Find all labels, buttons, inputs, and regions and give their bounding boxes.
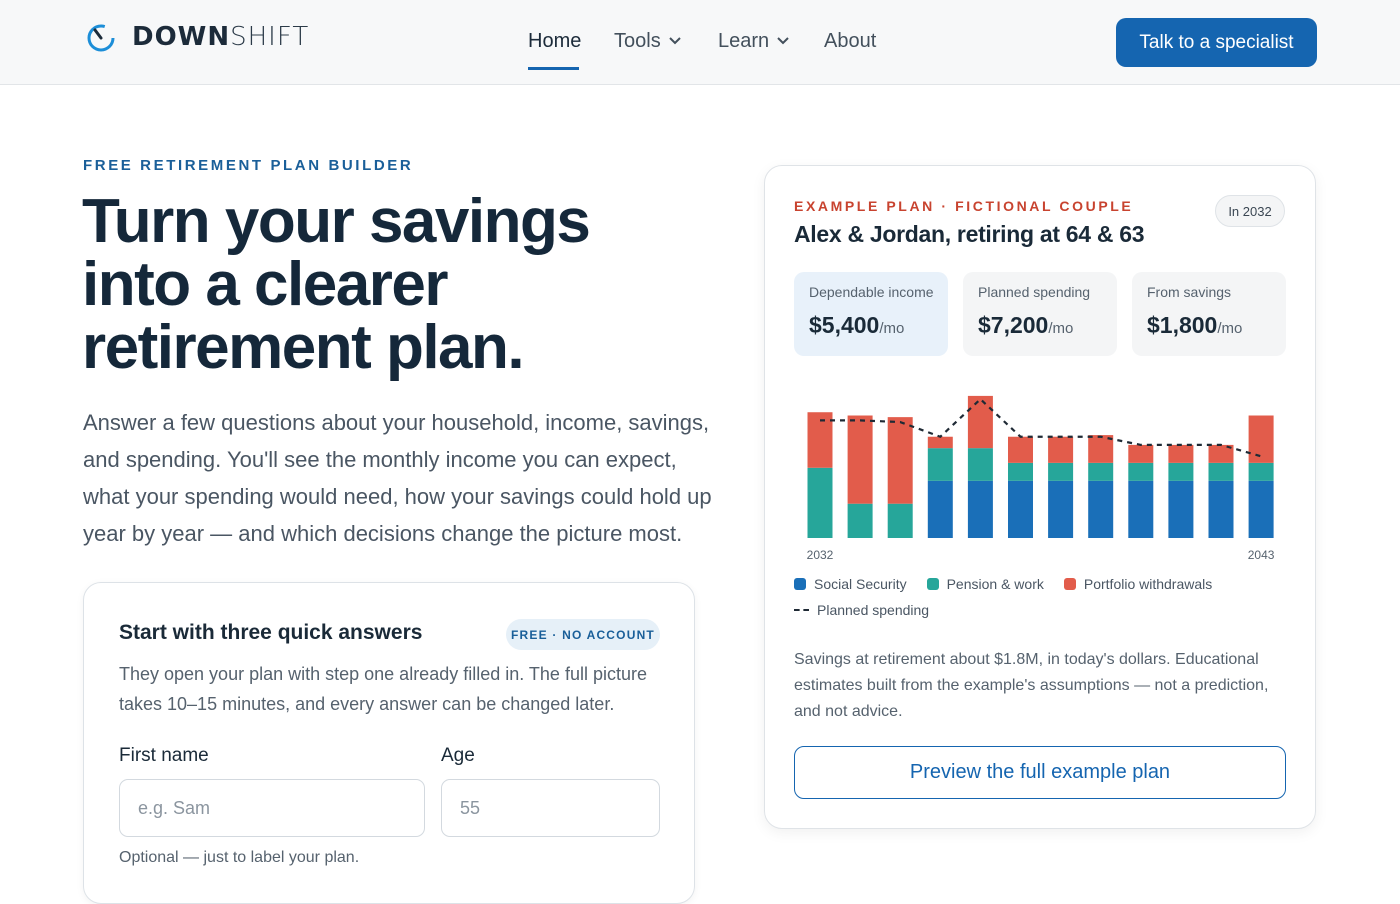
- legend-swatch: [1063, 578, 1076, 590]
- stat-amount: $1,800: [1147, 312, 1218, 338]
- hero-body: Answer a few questions about your househ…: [83, 410, 712, 546]
- first-name-input[interactable]: e.g. Sam: [119, 779, 425, 837]
- bar-segment: [967, 448, 993, 481]
- chart: 2032 2043: [807, 395, 1275, 562]
- age-input[interactable]: 55: [441, 779, 660, 837]
- card-title: Alex & Jordan, retiring at 64 & 63: [794, 221, 1145, 247]
- preview-button[interactable]: Preview the full example plan: [794, 746, 1286, 799]
- bar-segment: [1008, 480, 1033, 538]
- example-card: [764, 165, 1316, 829]
- nav-link[interactable]: Learn: [718, 30, 770, 52]
- legend-label: Pension & work: [946, 576, 1044, 592]
- chevron: [669, 37, 681, 45]
- stat: Planned spending $7,200/mo: [963, 272, 1117, 356]
- stat-label: Planned spending: [978, 284, 1091, 300]
- form-badge: FREE · NO ACCOUNT: [506, 619, 660, 650]
- bar-segment: [1168, 444, 1194, 463]
- bar-segment: [1048, 480, 1074, 538]
- bar-segment: [807, 467, 833, 538]
- legend-item: Portfolio withdrawals: [1063, 576, 1213, 592]
- legend-item: Pension & work: [926, 576, 1044, 592]
- bar-segment: [1248, 462, 1274, 481]
- bar-segment: [1128, 462, 1154, 481]
- stat-unit: /mo: [1048, 320, 1074, 337]
- stat-unit: /mo: [879, 320, 905, 337]
- brand-bold: DOWN: [132, 22, 231, 52]
- nav-link[interactable]: Tools: [614, 30, 661, 52]
- bar-segment: [887, 503, 913, 538]
- bar-segment: [1008, 462, 1033, 481]
- legend-swatch: [794, 578, 806, 590]
- form-card: Start with three quick answers FREE · NO…: [83, 582, 695, 904]
- bar-segment: [1088, 462, 1114, 481]
- bar-segment: [887, 417, 913, 504]
- hero-eyebrow: FREE RETIREMENT PLAN BUILDER: [83, 157, 414, 174]
- stat: Dependable income $5,400/mo: [794, 272, 948, 356]
- stat-value: $7,200/mo: [978, 312, 1073, 339]
- card-eyebrow: EXAMPLE PLAN · FICTIONAL COUPLE: [794, 198, 1134, 214]
- bar-segment: [1168, 480, 1194, 538]
- stat-label: Dependable income: [809, 284, 934, 300]
- legend: Social Security Pension & work Portfolio w…: [794, 576, 1294, 618]
- spending-line: [820, 397, 1262, 458]
- stat-amount: $5,400: [809, 312, 880, 338]
- legend-label: Planned spending: [817, 602, 930, 618]
- bar-segment: [1168, 462, 1194, 481]
- field-help: Optional — just to label your plan.: [119, 849, 360, 866]
- brand[interactable]: DOWNSHIFT: [132, 22, 309, 52]
- bar-segment: [1208, 480, 1234, 538]
- x-tick-label: 2032: [807, 548, 834, 562]
- hero-title: Turn your savings into a clearer retirem…: [82, 187, 591, 382]
- stat-amount: $7,200: [978, 312, 1049, 338]
- legend-item: Social Security: [794, 576, 907, 592]
- bar-segment: [967, 395, 993, 449]
- bar-segment: [967, 480, 993, 538]
- bar-segment: [1008, 436, 1033, 463]
- stat-value: $1,800/mo: [1147, 312, 1242, 339]
- bar-segment: [1128, 480, 1154, 538]
- field-label: First name: [119, 745, 209, 766]
- bar-segment: [1088, 480, 1114, 538]
- stat-value: $5,400/mo: [809, 312, 904, 339]
- legend-swatch: [926, 578, 939, 590]
- form-intro: They open your plan with step one alread…: [119, 664, 647, 714]
- nav-link[interactable]: Home: [528, 30, 582, 52]
- logo-icon: [87, 24, 115, 52]
- active-underline: [528, 67, 579, 70]
- bar-segment: [847, 503, 873, 538]
- nav-link[interactable]: About: [824, 30, 877, 52]
- bar-segment: [847, 415, 873, 504]
- bar-segment: [1048, 436, 1074, 463]
- bar-segment: [1208, 462, 1234, 481]
- legend-label: Portfolio withdrawals: [1083, 576, 1213, 592]
- legend-label: Social Security: [814, 576, 907, 592]
- stat-label: From savings: [1147, 284, 1232, 300]
- bar-segment: [1128, 444, 1154, 463]
- bar-segment: [1048, 462, 1074, 481]
- x-tick-label: 2043: [1248, 548, 1275, 562]
- legend-swatch: [794, 609, 809, 611]
- stat-unit: /mo: [1217, 320, 1243, 337]
- year-badge: In 2032: [1215, 195, 1285, 227]
- bar-segment: [1088, 435, 1114, 463]
- card-note: Savings at retirement about $1.8M, in to…: [794, 651, 1269, 720]
- bar-segment: [927, 448, 953, 481]
- stat: From savings $1,800/mo: [1132, 272, 1286, 356]
- form-title: Start with three quick answers: [119, 621, 423, 644]
- cta-button[interactable]: Talk to a specialist: [1116, 18, 1317, 67]
- top-nav: DOWNSHIFT Home Tools Learn About Talk to…: [0, 0, 1400, 85]
- legend-item: Planned spending: [794, 602, 929, 618]
- bar-segment: [1208, 444, 1234, 463]
- chevron: [777, 37, 789, 45]
- bar-segment: [1248, 415, 1274, 463]
- bar-segment: [1248, 480, 1274, 538]
- brand-light: SHIFT: [230, 22, 310, 52]
- bar-segment: [927, 480, 953, 538]
- field-label: Age: [441, 745, 475, 766]
- bar-segment: [927, 436, 953, 449]
